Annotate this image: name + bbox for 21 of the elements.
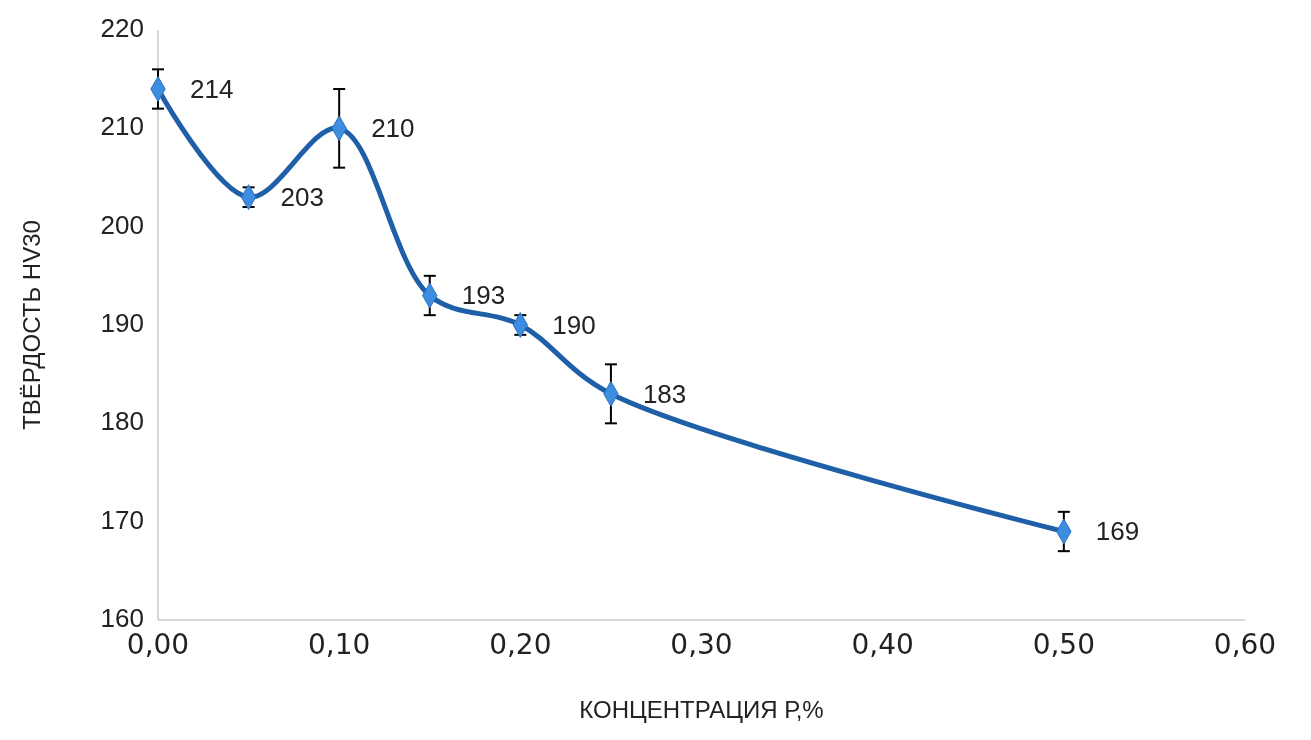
x-tick-label: 0,40 bbox=[851, 628, 914, 661]
y-tick-label: 200 bbox=[100, 209, 144, 240]
x-tick-label: 0,60 bbox=[1213, 628, 1277, 661]
x-tick-label: 0,10 bbox=[307, 628, 371, 661]
y-tick-label: 170 bbox=[100, 504, 144, 535]
data-label: 190 bbox=[552, 309, 596, 340]
data-label: 214 bbox=[190, 73, 234, 104]
data-label: 193 bbox=[461, 280, 506, 311]
y-tick-label: 180 bbox=[100, 406, 144, 437]
x-axis-title: КОНЦЕНТРАЦИЯ Р,% bbox=[579, 696, 824, 723]
data-label: 203 bbox=[280, 182, 324, 213]
y-tick-label: 190 bbox=[100, 307, 144, 338]
data-label: 169 bbox=[1095, 516, 1140, 547]
data-label: 183 bbox=[642, 378, 687, 409]
y-tick-label: 210 bbox=[100, 111, 144, 142]
y-tick-label: 220 bbox=[100, 12, 144, 43]
x-tick-label: 0,20 bbox=[489, 628, 552, 661]
y-axis-title: ТВЁРДОСТЬ HV30 bbox=[18, 220, 45, 430]
x-tick-label: 0,50 bbox=[1032, 628, 1096, 661]
x-tick-label: 0,30 bbox=[670, 628, 733, 661]
data-label: 210 bbox=[371, 113, 415, 144]
